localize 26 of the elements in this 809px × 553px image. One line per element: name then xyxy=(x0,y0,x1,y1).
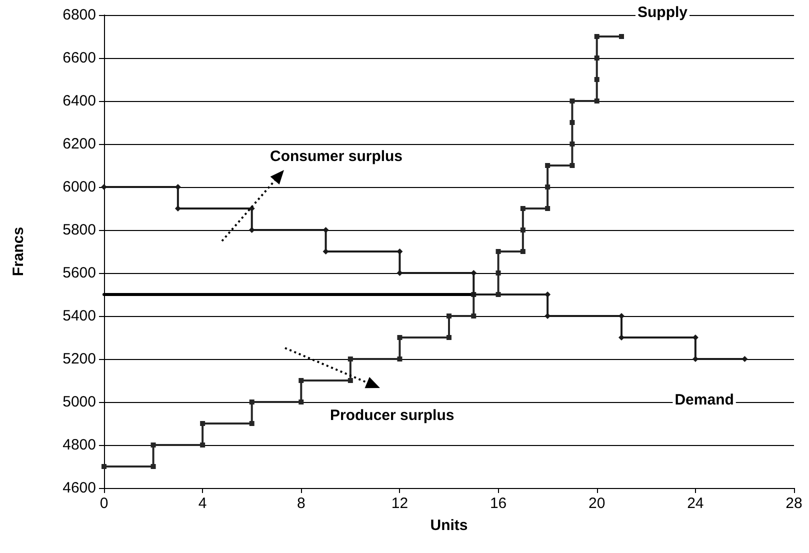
y-axis-title: Francs xyxy=(10,226,27,276)
x-tick-label: 0 xyxy=(100,495,108,512)
x-axis-title: Units xyxy=(430,517,468,534)
y-tick-label: 5000 xyxy=(62,394,96,410)
x-tick-label: 20 xyxy=(588,495,606,512)
y-tick-label: 6800 xyxy=(62,6,96,24)
y-tick-label: 5200 xyxy=(62,350,96,368)
text: Demand xyxy=(674,392,734,408)
y-tick-label: 5600 xyxy=(62,264,96,282)
y-tick-label: 6600 xyxy=(62,50,96,66)
x-tick-label: 4 xyxy=(198,495,207,512)
y-tick-label: 5800 xyxy=(62,222,96,238)
x-tick-label: 24 xyxy=(687,495,704,512)
y-tick-label: 6000 xyxy=(62,178,96,196)
y-tick-label: 4600 xyxy=(62,480,96,496)
y-tick-label: 5400 xyxy=(62,308,96,324)
series-label: Supply xyxy=(638,4,688,21)
x-tick-label: 16 xyxy=(490,495,507,512)
y-tick-label: 4800 xyxy=(62,436,96,454)
x-tick-label: 8 xyxy=(296,495,306,512)
annotation: Consumer surplus xyxy=(270,147,403,167)
y-tick-label: 6200 xyxy=(62,136,96,152)
annotation: Producer surplus xyxy=(330,406,454,426)
x-tick-label: 12 xyxy=(391,495,408,512)
x-tick-label: 28 xyxy=(786,495,802,512)
y-tick-label: 6400 xyxy=(62,92,96,110)
